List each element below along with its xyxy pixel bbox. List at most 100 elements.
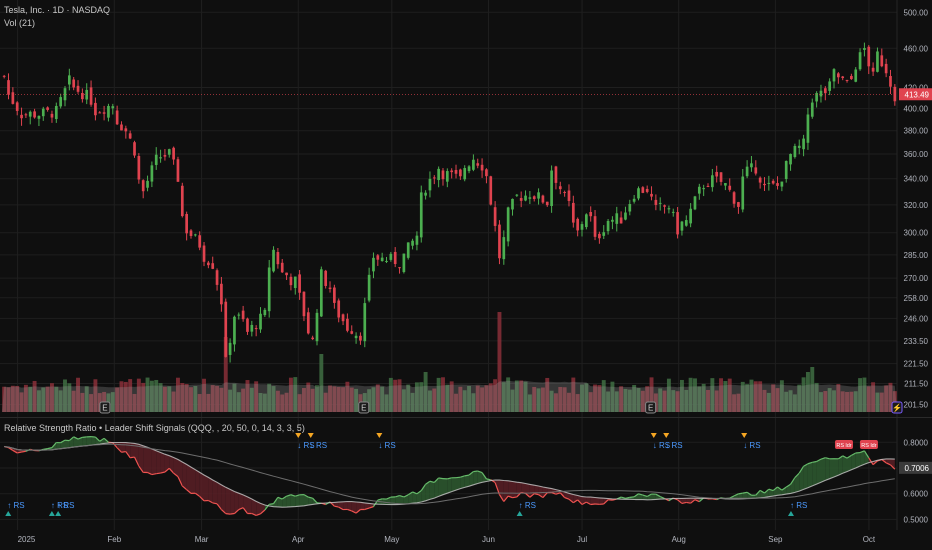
candle-body[interactable] — [645, 188, 649, 192]
candle-body[interactable] — [615, 213, 619, 224]
earnings-marker[interactable]: ⚡ — [891, 401, 903, 414]
candle-body[interactable] — [767, 182, 771, 184]
candle-body[interactable] — [724, 183, 727, 186]
candle-body[interactable] — [198, 235, 202, 248]
candle-body[interactable] — [476, 163, 480, 166]
candle-body[interactable] — [115, 110, 119, 125]
candle-body[interactable] — [563, 192, 566, 194]
candle-body[interactable] — [737, 202, 740, 207]
candle-body[interactable] — [254, 328, 258, 330]
candle-body[interactable] — [41, 108, 45, 117]
rs-signal[interactable]: ↑ RS — [5, 501, 25, 516]
candle-body[interactable] — [454, 169, 458, 174]
candle-body[interactable] — [159, 157, 162, 159]
candle-body[interactable] — [37, 115, 41, 119]
candle-body[interactable] — [111, 106, 115, 109]
candle-body[interactable] — [589, 212, 593, 217]
candle-body[interactable] — [858, 52, 862, 70]
earnings-marker[interactable]: E — [645, 401, 657, 414]
candle-body[interactable] — [693, 196, 697, 210]
rs-signal[interactable]: ↑ RS — [516, 501, 536, 516]
candle-body[interactable] — [819, 90, 823, 97]
candle-body[interactable] — [524, 195, 527, 201]
candle-body[interactable] — [641, 187, 645, 193]
candle-body[interactable] — [354, 335, 358, 339]
candle-body[interactable] — [771, 180, 775, 184]
candle-body[interactable] — [315, 312, 319, 342]
price-axis[interactable]: 500.00 460.00 420.00 400.00 380.00 360.00 340.… — [904, 8, 929, 409]
earnings-marker[interactable]: E — [99, 401, 111, 414]
candle-body[interactable] — [450, 170, 454, 173]
event-markers[interactable]: E E E ⚡ — [99, 401, 903, 414]
candle-body[interactable] — [128, 133, 132, 139]
candle-body[interactable] — [428, 178, 432, 191]
candle-body[interactable] — [7, 80, 10, 95]
candle-body[interactable] — [24, 114, 28, 116]
candle-body[interactable] — [663, 205, 666, 207]
candle-body[interactable] — [654, 199, 658, 205]
candle-body[interactable] — [845, 79, 849, 81]
candle-body[interactable] — [398, 267, 401, 269]
candle-body[interactable] — [719, 172, 723, 182]
candle-body[interactable] — [215, 270, 219, 285]
rs-signal[interactable]: ↓ RS — [663, 433, 683, 450]
candle-body[interactable] — [571, 202, 575, 223]
rs-signal[interactable]: ↑ RS — [55, 501, 74, 516]
candle-body[interactable] — [637, 188, 640, 199]
candle-body[interactable] — [437, 168, 440, 181]
candle-body[interactable] — [580, 224, 584, 230]
candle-body[interactable] — [789, 153, 792, 165]
candle-body[interactable] — [272, 249, 275, 272]
volume-legend[interactable]: Vol (21) — [4, 18, 36, 28]
rs-signal[interactable]: ↓ RS — [295, 433, 315, 450]
candle-body[interactable] — [363, 303, 367, 342]
candle-body[interactable] — [285, 272, 288, 276]
candle-body[interactable] — [324, 270, 328, 286]
candle-body[interactable] — [850, 75, 853, 80]
candle-body[interactable] — [415, 235, 419, 245]
candle-body[interactable] — [832, 69, 836, 82]
candle-body[interactable] — [728, 185, 732, 190]
candle-body[interactable] — [180, 185, 184, 217]
indicator-pane[interactable]: ↑ RS ↑ RS↑ RS↓ RS↓ RS ↓ RS↑ RS↓ RS↓ RS ↓ RS… — [0, 433, 897, 520]
candle-body[interactable] — [228, 342, 232, 355]
candle-body[interactable] — [511, 198, 514, 210]
candle-body[interactable] — [311, 337, 314, 340]
candle-body[interactable] — [711, 175, 714, 188]
candle-body[interactable] — [202, 245, 206, 262]
candle-body[interactable] — [702, 188, 706, 190]
candle-body[interactable] — [889, 76, 892, 87]
candle-body[interactable] — [406, 242, 410, 258]
candle-body[interactable] — [441, 170, 445, 180]
candle-body[interactable] — [489, 176, 493, 205]
candle-body[interactable] — [593, 216, 597, 237]
candle-body[interactable] — [67, 75, 71, 85]
candle-body[interactable] — [697, 186, 701, 194]
candle-body[interactable] — [432, 177, 436, 179]
candle-body[interactable] — [445, 171, 449, 182]
candle-body[interactable] — [154, 154, 158, 165]
candle-body[interactable] — [124, 128, 128, 132]
candle-body[interactable] — [137, 156, 141, 180]
candle-body[interactable] — [293, 276, 297, 289]
candle-body[interactable] — [541, 195, 545, 203]
rs-leader-badge[interactable]: RS ldr — [859, 440, 878, 449]
candle-body[interactable] — [493, 207, 497, 226]
candle-body[interactable] — [684, 220, 688, 226]
candle-body[interactable] — [424, 192, 427, 196]
candle-body[interactable] — [558, 186, 562, 190]
candle-body[interactable] — [463, 168, 467, 180]
candle-body[interactable] — [85, 89, 89, 100]
candle-body[interactable] — [624, 212, 627, 220]
candle-body[interactable] — [871, 67, 875, 72]
rs-signal[interactable]: ↓ RS — [307, 433, 327, 450]
candle-body[interactable] — [815, 93, 818, 102]
candle-body[interactable] — [632, 198, 636, 202]
candle-body[interactable] — [98, 112, 102, 114]
candle-body[interactable] — [172, 147, 175, 160]
rs-leader-badge[interactable]: RS ldr — [834, 440, 853, 449]
candle-body[interactable] — [207, 262, 210, 266]
candle-body[interactable] — [233, 316, 236, 345]
candle-body[interactable] — [532, 196, 536, 200]
candle-body[interactable] — [467, 166, 471, 172]
